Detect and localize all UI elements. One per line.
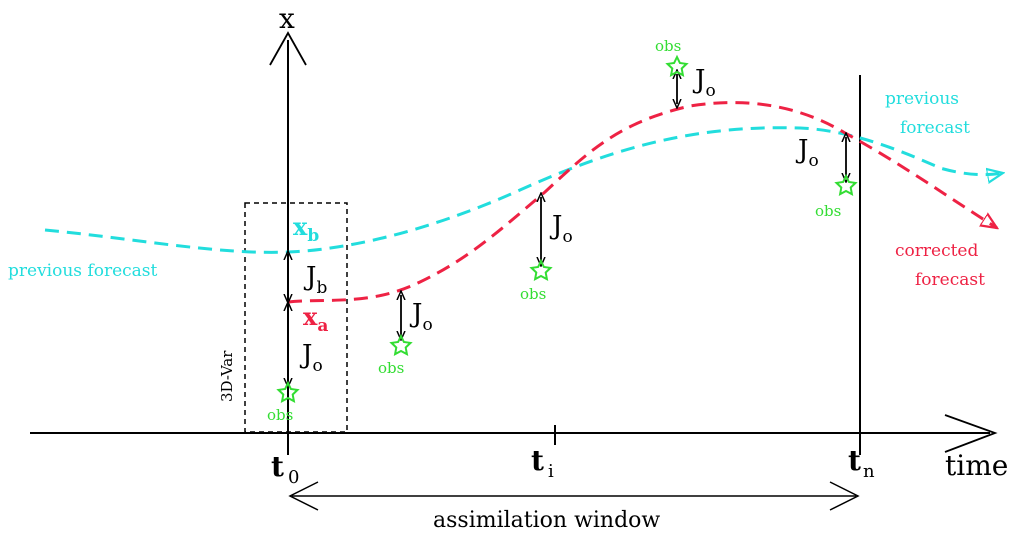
assimilation-window-arrow-right <box>829 481 860 511</box>
previous-forecast-label-left: previous forecast <box>8 261 158 281</box>
xb-label: xb <box>293 212 319 246</box>
3dvar-label: 3D-Var <box>218 350 236 402</box>
assimilation-window-label: assimilation window <box>433 508 660 533</box>
previous-forecast-label-right-line2: forecast <box>900 118 970 138</box>
time-axis-arrowhead <box>944 414 998 453</box>
corrected-forecast-label-line1: corrected <box>895 241 978 261</box>
jo-label: Jo <box>692 65 716 101</box>
obs-label: obs <box>520 285 546 303</box>
3dvar-box <box>244 202 348 433</box>
time-axis-label: time <box>945 449 1008 482</box>
x-axis-arrowhead <box>269 31 307 66</box>
previous-forecast-label-right-line1: previous <box>885 89 959 109</box>
observation-star-icon <box>276 380 300 403</box>
xa-label: xa <box>303 302 328 336</box>
jb-label: Jb <box>303 262 327 298</box>
observation-star-icon <box>529 258 553 281</box>
obs-label: obs <box>815 202 841 220</box>
observation-star-icon <box>389 333 413 356</box>
jo-label: Jo <box>549 211 573 247</box>
jo-label: Jo <box>795 135 819 171</box>
jo-label: Jo <box>299 340 323 376</box>
x-axis-label: x <box>279 2 295 35</box>
obs-label: obs <box>655 37 681 55</box>
obs-label: obs <box>267 406 293 424</box>
analysis-trajectory-curve <box>287 101 997 304</box>
corrected-forecast-label-line2: forecast <box>915 270 985 290</box>
previous-forecast-curve <box>44 126 1003 254</box>
jo-label: Jo <box>409 299 433 335</box>
observation-star-icon <box>665 54 689 77</box>
observation-star-icon <box>834 173 858 196</box>
obs-label: obs <box>378 359 404 377</box>
assimilation-window-arrow-left <box>288 481 319 511</box>
